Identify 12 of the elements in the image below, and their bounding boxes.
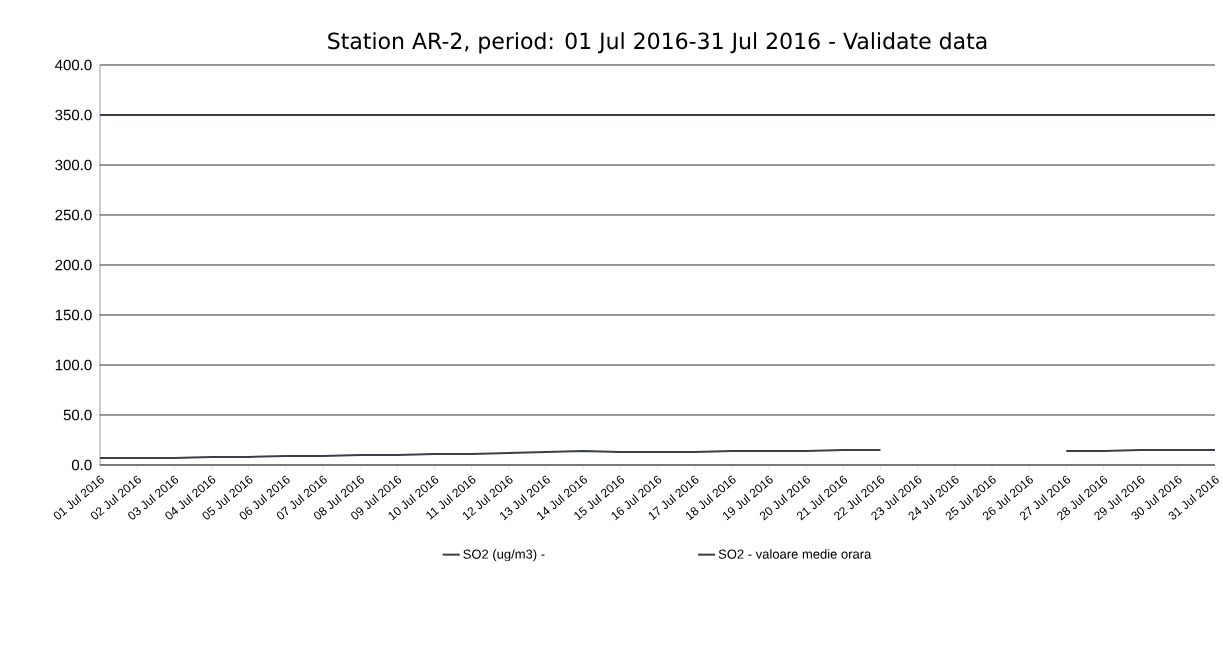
y-tick-label: 0.0	[71, 459, 92, 471]
y-tick-label: 400.0	[55, 59, 92, 71]
y-tick-label: 50.0	[63, 409, 92, 421]
y-tick-label: 300.0	[55, 159, 92, 171]
legend-label: SO2 - valoare medie orara	[718, 549, 872, 559]
chart-title: Station AR-2, period: 01 Jul 2016-31 Jul 2016 - Validate data	[328, 32, 987, 54]
y-tick-label: 350.0	[55, 109, 92, 121]
legend-label: SO2 (ug/m3) -	[463, 549, 545, 562]
y-tick-label: 150.0	[55, 309, 92, 321]
y-tick-label: 100.0	[55, 359, 92, 371]
y-tick-label: 250.0	[55, 209, 92, 221]
y-tick-label: 200.0	[55, 259, 92, 271]
